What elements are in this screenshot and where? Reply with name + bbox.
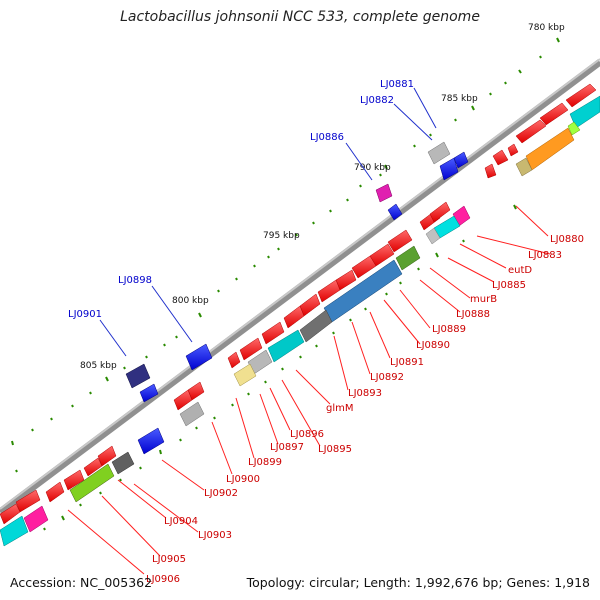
gene-label: LJ0905 <box>152 554 186 565</box>
forward-genes <box>0 83 597 525</box>
gene-label: LJ0896 <box>290 429 324 440</box>
gene-arrow <box>539 102 569 126</box>
gene-box <box>125 363 151 389</box>
gene-label: murB <box>470 294 497 305</box>
gene-label: LJ0881 <box>380 79 414 90</box>
gene-box <box>387 203 403 221</box>
gene-label: LJ0901 <box>68 309 102 320</box>
gene-box <box>139 383 159 403</box>
gene-arrow <box>351 255 377 279</box>
gene-box <box>23 505 49 533</box>
gene-arrow <box>45 481 65 503</box>
leader-lines-red <box>67 205 551 575</box>
gene-arrow <box>173 389 193 411</box>
gene-box <box>69 463 115 503</box>
gene-label: LJ0890 <box>416 340 450 351</box>
gene-label: LJ0880 <box>550 234 584 245</box>
gene-box <box>453 151 469 169</box>
scale-label: 800 kbp <box>172 296 209 306</box>
gene-box <box>425 227 441 245</box>
gene-label: LJ0897 <box>270 442 304 453</box>
gene-label: LJ0893 <box>348 388 382 399</box>
gene-label: LJ0898 <box>118 275 152 286</box>
gene-box <box>267 329 305 363</box>
gene-box <box>299 309 333 343</box>
genome-summary: Topology: circular; Length: 1,992,676 bp… <box>246 575 590 590</box>
gene-arrow <box>283 305 305 329</box>
gene-label: LJ0900 <box>226 474 260 485</box>
gene-arrow <box>299 293 321 317</box>
gene-label: LJ0888 <box>456 309 490 320</box>
gene-box <box>427 141 451 165</box>
scale-label: 805 kbp <box>80 361 117 371</box>
gene-box <box>0 515 29 547</box>
gene-box <box>185 343 213 371</box>
gene-arrow <box>239 337 263 361</box>
gene-arrow <box>515 119 547 144</box>
gene-box <box>395 245 421 271</box>
gene-arrow <box>429 201 451 223</box>
gene-label: LJ0883 <box>528 250 562 261</box>
gene-label: LJ0891 <box>390 357 424 368</box>
gene-label: LJ0899 <box>248 457 282 468</box>
gene-arrow <box>63 469 85 491</box>
gene-box <box>375 183 393 203</box>
scale-label: 795 kbp <box>263 231 300 241</box>
gene-box <box>233 363 257 387</box>
gene-box <box>111 451 135 475</box>
gene-arrow <box>261 321 285 345</box>
gene-label: LJ0886 <box>310 132 344 143</box>
scale-label: 780 kbp <box>528 23 565 33</box>
gene-label: eutD <box>508 265 532 276</box>
gene-label: LJ0906 <box>146 574 180 585</box>
gene-arrow <box>507 143 519 157</box>
gene-box <box>179 401 205 427</box>
gene-label: LJ0904 <box>164 516 198 527</box>
gene-box <box>137 427 165 455</box>
gene-label: glmM <box>326 403 354 414</box>
gene-arrow <box>387 229 413 253</box>
gene-arrow <box>97 445 117 467</box>
gene-label: LJ0885 <box>492 280 526 291</box>
gene-arrow <box>227 351 241 369</box>
gene-label: LJ0892 <box>370 372 404 383</box>
scale-ticks <box>11 37 560 531</box>
cog-boxes <box>0 95 600 547</box>
leader-lines-blue <box>99 87 437 357</box>
gene-label: LJ0882 <box>360 95 394 106</box>
gene-arrow <box>492 149 509 166</box>
scale-label: 785 kbp <box>441 94 478 104</box>
gene-label: LJ0889 <box>432 324 466 335</box>
gene-label: LJ0902 <box>204 488 238 499</box>
reverse-genes <box>125 141 469 455</box>
gene-arrow <box>83 457 103 477</box>
genome-backbone <box>0 58 600 515</box>
gene-label: LJ0903 <box>198 530 232 541</box>
gene-box <box>439 157 459 181</box>
gene-label: LJ0895 <box>318 444 352 455</box>
gene-labels-blue: LJ0881 LJ0882 LJ0886 LJ0898 LJ0901 <box>68 79 414 320</box>
gene-box <box>525 127 575 171</box>
gene-arrow <box>317 279 341 303</box>
gene-arrow <box>484 163 497 179</box>
scale-labels: 780 kbp 785 kbp 790 kbp 795 kbp 800 kbp … <box>80 23 565 371</box>
scale-label: 790 kbp <box>354 163 391 173</box>
gene-arrow <box>565 83 597 108</box>
gene-labels-red: LJ0880 LJ0883 eutD LJ0885 murB LJ0888 LJ… <box>146 234 584 585</box>
gene-arrow <box>15 489 41 513</box>
accession-text: Accession: NC_005362 <box>10 575 153 590</box>
gene-box <box>567 121 581 136</box>
gene-box <box>515 157 533 177</box>
gene-arrow <box>0 503 21 525</box>
map-title: Lactobacillus johnsonii NCC 533, complet… <box>120 9 480 25</box>
